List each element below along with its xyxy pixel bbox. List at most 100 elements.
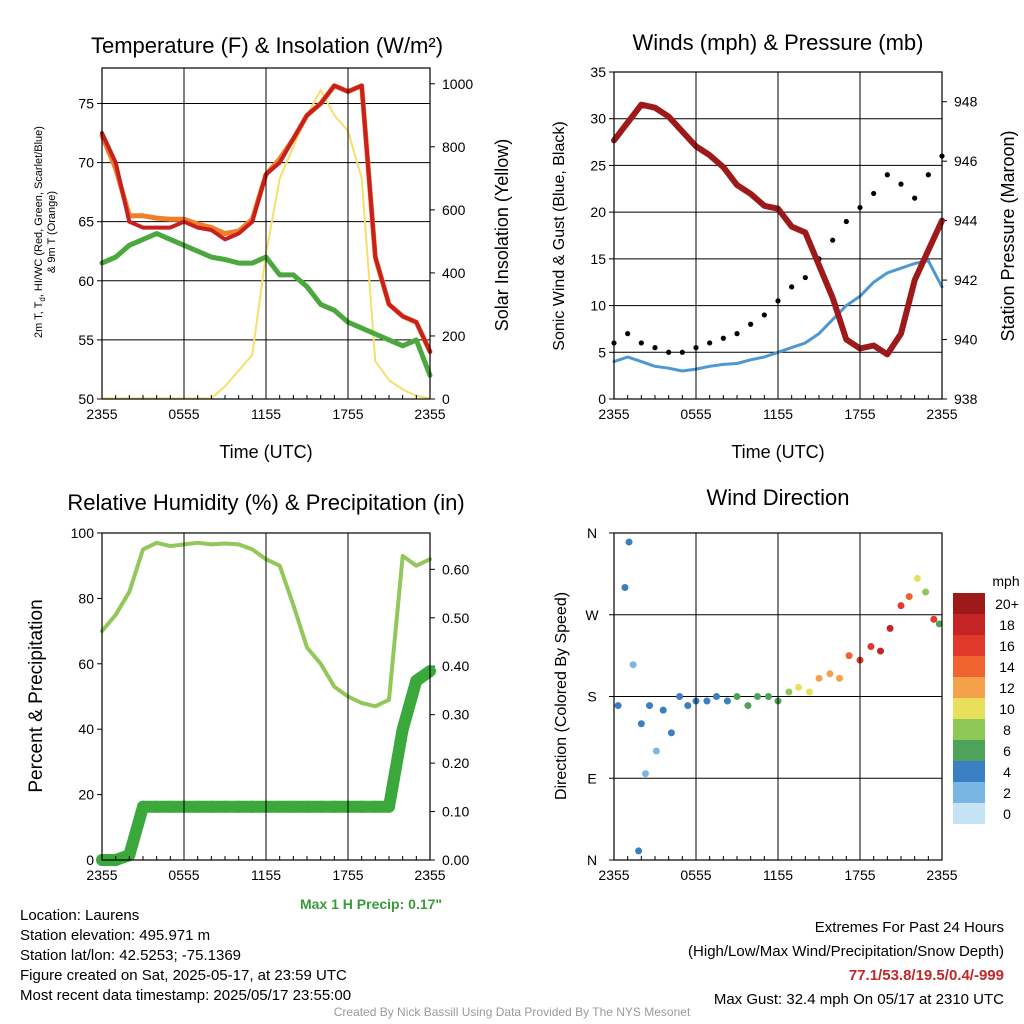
rh-left-tick-label: 100 — [71, 525, 95, 541]
latlon-text: Station lat/lon: 42.5253; -75.1369 — [20, 947, 242, 964]
gust-point — [912, 195, 918, 201]
gust-point — [802, 274, 808, 281]
rh-x-tick-label: 2355 — [86, 867, 117, 883]
direction-point — [635, 847, 643, 855]
direction-point — [667, 729, 675, 737]
wind-x-tick-label: 2355 — [598, 406, 629, 422]
direction-point — [703, 697, 711, 705]
temp-left-tick-label: 75 — [78, 95, 94, 111]
precip-right-tick-label: 0.00 — [442, 852, 469, 868]
wind-left-tick-label: 0 — [598, 391, 606, 407]
colorbar-swatch — [953, 593, 985, 614]
gust-point — [871, 190, 877, 197]
direction-point — [652, 747, 660, 755]
direction-point — [930, 615, 938, 623]
gust-point — [898, 181, 904, 187]
dir-x-tick-label: 2355 — [926, 867, 957, 883]
temp-x-tick-label: 2355 — [86, 406, 117, 422]
colorbar-swatch — [953, 698, 985, 719]
recent-text: Most recent data timestamp: 2025/05/17 2… — [20, 987, 352, 1004]
temp-left-axis-label: 2m T, Td, HI/WC (Red, Green, Scarlet/Blu… — [33, 126, 58, 338]
location-text: Location: Laurens — [20, 907, 140, 924]
direction-point — [867, 643, 875, 651]
wind-left-tick-label: 20 — [590, 204, 606, 220]
direction-point — [886, 624, 894, 632]
solar-right-tick-label: 0 — [442, 391, 450, 407]
temp-frame — [101, 67, 431, 400]
precip-right-tick-label: 0.10 — [442, 804, 469, 820]
colorbar-swatch — [953, 740, 985, 761]
dir-left-axis-label: Direction (Colored By Speed) — [553, 592, 570, 800]
wind-panel: 0 5 10 15 20 25 30 35 938 940 942 944 946 948 2355 0555… — [590, 64, 977, 422]
temp-x-tick-label: 1155 — [251, 406, 281, 422]
gust-point — [707, 340, 713, 346]
precip-right-tick-label: 0.40 — [442, 658, 469, 674]
temp-left-tick-label: 70 — [78, 155, 94, 171]
colorbar-label: 2 — [1003, 785, 1011, 801]
temp-left-tick-label: 60 — [78, 273, 94, 289]
dir-x-tick-label: 1755 — [844, 867, 875, 883]
temperature-panel: 50 55 60 65 70 75 0 200 400 600 800 1000 2355 0555 115… — [78, 67, 473, 422]
colorbar-label: 16 — [999, 638, 1015, 654]
colorbar-swatch — [953, 782, 985, 803]
rh-title: Relative Humidity (%) & Precipitation (i… — [67, 490, 464, 515]
wind-right-axis-label: Station Pressure (Maroon) — [998, 130, 1018, 341]
direction-point — [795, 683, 802, 691]
colorbar-swatch — [953, 635, 985, 656]
wind-x-tick-label: 1755 — [844, 406, 875, 422]
colorbar-unit: mph — [992, 573, 1019, 589]
direction-point — [897, 602, 905, 610]
colorbar-label: 18 — [999, 617, 1015, 633]
direction-point — [764, 693, 772, 700]
rh-x-tick-label: 2355 — [414, 867, 445, 883]
svg-text:& 9m T (Orange): & 9m T (Orange) — [46, 191, 58, 273]
direction-point — [676, 693, 684, 700]
temp-x-tick-label: 0555 — [168, 406, 199, 422]
dir-x-tick-label: 2355 — [598, 867, 629, 883]
direction-point — [723, 697, 731, 705]
rh-left-tick-label: 0 — [86, 852, 94, 868]
gust-point — [884, 172, 890, 178]
precip-right-tick-label: 0.30 — [442, 707, 469, 723]
precip-right-tick-label: 0.20 — [442, 755, 469, 771]
temp-right-axis-label: Solar Insolation (Yellow) — [492, 139, 512, 331]
pressure-right-tick-label: 948 — [954, 94, 978, 110]
direction-point — [659, 706, 667, 714]
direction-point — [836, 674, 843, 682]
direction-point — [935, 620, 943, 628]
gust-point — [652, 345, 658, 351]
direction-point — [815, 674, 823, 682]
gust-point — [748, 321, 754, 327]
colorbar-label: 10 — [999, 701, 1015, 717]
direction-point — [733, 693, 741, 700]
pressure-right-tick-label: 942 — [954, 272, 978, 288]
svg-text:2m T, Td, HI/WC (Red, Green, S: 2m T, Td, HI/WC (Red, Green, Scarlet/Blu… — [33, 126, 47, 338]
rh-x-tick-label: 0555 — [168, 867, 199, 883]
dir-x-tick-label: 0555 — [680, 867, 711, 883]
extremes-values: 77.1/53.8/19.5/0.4/-999 — [848, 967, 1004, 984]
direction-point — [877, 647, 884, 655]
wind-left-tick-label: 25 — [590, 157, 606, 173]
precip-right-tick-label: 0.60 — [442, 561, 469, 577]
colorbar-label: 0 — [1003, 806, 1011, 822]
credit-text: Created By Nick Bassill Using Data Provi… — [333, 1005, 691, 1019]
extremes-subtitle: (High/Low/Max Wind/Precipitation/Snow De… — [688, 943, 1004, 960]
gust-point — [638, 340, 644, 346]
direction-point — [684, 702, 692, 710]
colorbar-label: 6 — [1003, 743, 1011, 759]
station-info: Location: Laurens Station elevation: 495… — [20, 906, 351, 1006]
gust-point — [843, 218, 849, 225]
temp-x-tick-label: 1755 — [332, 406, 363, 422]
max-precip-label: Max 1 H Precip: 0.17" — [300, 896, 443, 912]
dir-tick-label: E — [587, 770, 596, 786]
solar-right-tick-label: 800 — [442, 139, 466, 155]
direction-point — [754, 693, 761, 700]
direction-point — [905, 593, 913, 601]
max-gust-text: Max Gust: 32.4 mph On 05/17 at 2310 UTC — [713, 991, 1004, 1008]
temp-title: Temperature (F) & Insolation (W/m²) — [91, 33, 443, 58]
gust-point — [789, 284, 795, 290]
humidity-panel: 0 20 40 60 80 100 0.00 0.10 0.20 0.30 0.40 0.50 0.60… — [71, 525, 470, 883]
direction-point — [625, 538, 633, 546]
wind-left-tick-label: 35 — [590, 64, 606, 80]
